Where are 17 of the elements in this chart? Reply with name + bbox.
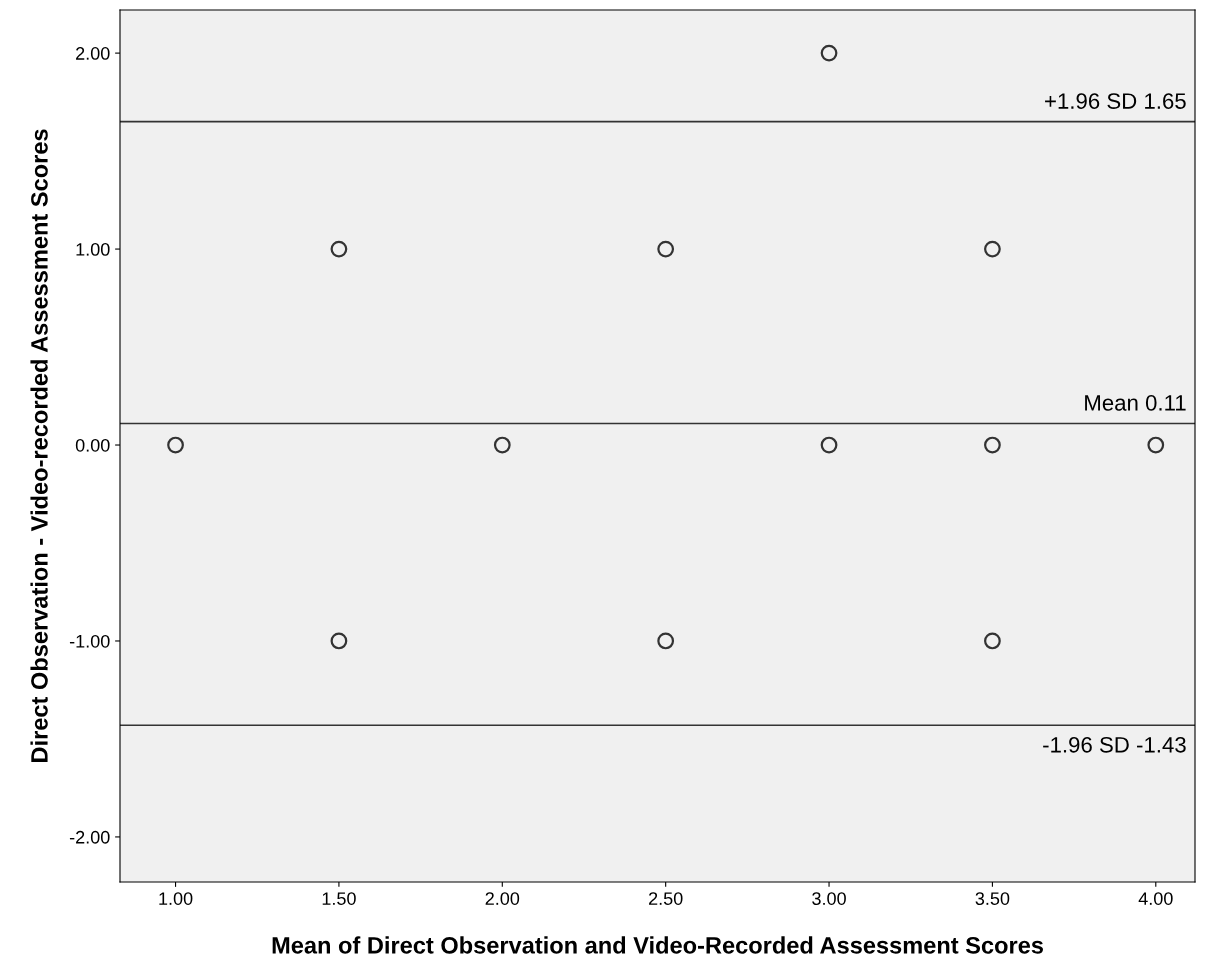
y-tick-label: -2.00 [69,830,110,844]
ref-line-label: Mean 0.11 [1085,395,1186,411]
x-tick-label: 3.50 [975,892,1010,905]
x-tick-label: 3.00 [812,892,846,905]
x-tick-label: 1.50 [322,892,356,905]
ref-line-label: +1.96 SD 1.65 [1045,93,1186,109]
x-tick-label: 1.00 [159,892,193,905]
x-tick-label: 2.50 [649,892,683,905]
y-tick-label: 2.00 [76,47,110,60]
x-tick-label: 2.00 [485,892,520,905]
y-tick-label: -1.00 [69,634,110,648]
ref-line-label: -1.96 SD -1.43 [1043,736,1186,753]
y-axis-title: Direct Observation - Video-recorded Assessment Scores [30,129,48,762]
x-tick-label: 4.00 [1138,892,1173,905]
y-tick-label: 0.00 [75,438,110,452]
y-tick-label: 1.00 [76,243,110,256]
x-axis-title: Mean of Direct Observation and Video-Recorded Assessment Scores [272,936,1043,954]
